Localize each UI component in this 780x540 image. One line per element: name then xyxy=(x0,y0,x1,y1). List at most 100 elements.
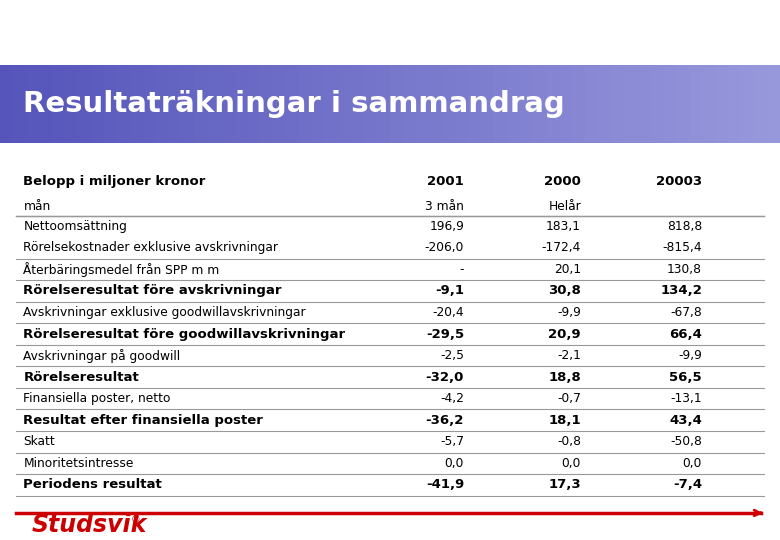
Text: -13,1: -13,1 xyxy=(670,392,702,405)
Bar xyxy=(13,65,26,143)
Bar xyxy=(624,65,637,143)
Bar xyxy=(754,65,767,143)
Text: 818,8: 818,8 xyxy=(667,220,702,233)
Text: 20003: 20003 xyxy=(656,175,702,188)
Text: -7,4: -7,4 xyxy=(673,478,702,491)
Bar xyxy=(364,65,377,143)
Text: Rörelseresultat före avskrivningar: Rörelseresultat före avskrivningar xyxy=(23,285,282,298)
Text: -67,8: -67,8 xyxy=(670,306,702,319)
Bar xyxy=(65,65,78,143)
Text: -172,4: -172,4 xyxy=(542,241,581,254)
Text: 17,3: 17,3 xyxy=(548,478,581,491)
Bar xyxy=(416,65,429,143)
Text: 56,5: 56,5 xyxy=(669,370,702,383)
Bar xyxy=(260,65,273,143)
Bar xyxy=(455,65,468,143)
Text: Resultaträkningar i sammandrag: Resultaträkningar i sammandrag xyxy=(23,90,565,118)
Text: Rörelseresultat före goodwillavskrivningar: Rörelseresultat före goodwillavskrivning… xyxy=(23,328,346,341)
Bar xyxy=(637,65,650,143)
Text: 134,2: 134,2 xyxy=(660,285,702,298)
Bar xyxy=(429,65,442,143)
Text: ®: ® xyxy=(131,516,141,525)
Bar xyxy=(104,65,117,143)
Bar xyxy=(26,65,39,143)
Text: 0,0: 0,0 xyxy=(682,457,702,470)
Bar xyxy=(442,65,455,143)
Text: -9,9: -9,9 xyxy=(557,306,581,319)
Text: Rörelseresultat: Rörelseresultat xyxy=(23,370,139,383)
Text: Finansiella poster, netto: Finansiella poster, netto xyxy=(23,392,171,405)
Text: 20,9: 20,9 xyxy=(548,328,581,341)
Bar xyxy=(702,65,715,143)
Bar xyxy=(312,65,325,143)
Bar xyxy=(351,65,364,143)
Text: Periodens resultat: Periodens resultat xyxy=(23,478,162,491)
Bar xyxy=(299,65,312,143)
Text: Helår: Helår xyxy=(548,200,581,213)
Bar xyxy=(117,65,130,143)
Bar xyxy=(234,65,247,143)
Bar xyxy=(741,65,754,143)
Text: -5,7: -5,7 xyxy=(440,435,464,448)
Text: 43,4: 43,4 xyxy=(669,414,702,427)
Text: -206,0: -206,0 xyxy=(425,241,464,254)
Bar xyxy=(195,65,208,143)
Text: 130,8: 130,8 xyxy=(667,263,702,276)
Text: 196,9: 196,9 xyxy=(429,220,464,233)
Text: -29,5: -29,5 xyxy=(426,328,464,341)
Bar xyxy=(507,65,520,143)
Bar xyxy=(494,65,507,143)
Text: -0,8: -0,8 xyxy=(557,435,581,448)
Bar xyxy=(39,65,52,143)
Bar xyxy=(767,65,780,143)
Text: Nettoomsättning: Nettoomsättning xyxy=(23,220,127,233)
Bar xyxy=(728,65,741,143)
Text: -20,4: -20,4 xyxy=(432,306,464,319)
Bar xyxy=(91,65,104,143)
Bar xyxy=(676,65,689,143)
Bar xyxy=(689,65,702,143)
Text: 3 mån: 3 mån xyxy=(425,200,464,213)
Bar xyxy=(156,65,169,143)
Bar xyxy=(325,65,338,143)
Bar xyxy=(663,65,676,143)
Bar xyxy=(611,65,624,143)
Bar xyxy=(78,65,91,143)
Bar xyxy=(286,65,299,143)
Text: -0,7: -0,7 xyxy=(557,392,581,405)
Bar xyxy=(0,65,13,143)
Bar xyxy=(143,65,156,143)
Bar xyxy=(650,65,663,143)
Text: Rörelsekostnader exklusive avskrivningar: Rörelsekostnader exklusive avskrivningar xyxy=(23,241,278,254)
Text: -2,1: -2,1 xyxy=(557,349,581,362)
Text: mån: mån xyxy=(23,200,51,213)
Bar xyxy=(715,65,728,143)
Bar xyxy=(559,65,572,143)
Bar xyxy=(247,65,260,143)
Bar xyxy=(182,65,195,143)
Text: -41,9: -41,9 xyxy=(426,478,464,491)
Text: Avskrivningar exklusive goodwillavskrivningar: Avskrivningar exklusive goodwillavskrivn… xyxy=(23,306,306,319)
Bar xyxy=(598,65,611,143)
Text: 0,0: 0,0 xyxy=(445,457,464,470)
Bar xyxy=(403,65,416,143)
Bar xyxy=(338,65,351,143)
Text: -50,8: -50,8 xyxy=(670,435,702,448)
Text: -4,2: -4,2 xyxy=(440,392,464,405)
Text: -9,9: -9,9 xyxy=(678,349,702,362)
Bar xyxy=(273,65,286,143)
Text: -2,5: -2,5 xyxy=(440,349,464,362)
Bar xyxy=(390,65,403,143)
Bar xyxy=(169,65,182,143)
Text: 18,8: 18,8 xyxy=(548,370,581,383)
Bar xyxy=(208,65,221,143)
Bar xyxy=(585,65,598,143)
Text: -36,2: -36,2 xyxy=(426,414,464,427)
Bar xyxy=(130,65,143,143)
Text: 183,1: 183,1 xyxy=(546,220,581,233)
Bar xyxy=(572,65,585,143)
Text: 30,8: 30,8 xyxy=(548,285,581,298)
Text: 20,1: 20,1 xyxy=(554,263,581,276)
Text: Resultat efter finansiella poster: Resultat efter finansiella poster xyxy=(23,414,264,427)
Text: Avskrivningar på goodwill: Avskrivningar på goodwill xyxy=(23,349,180,362)
